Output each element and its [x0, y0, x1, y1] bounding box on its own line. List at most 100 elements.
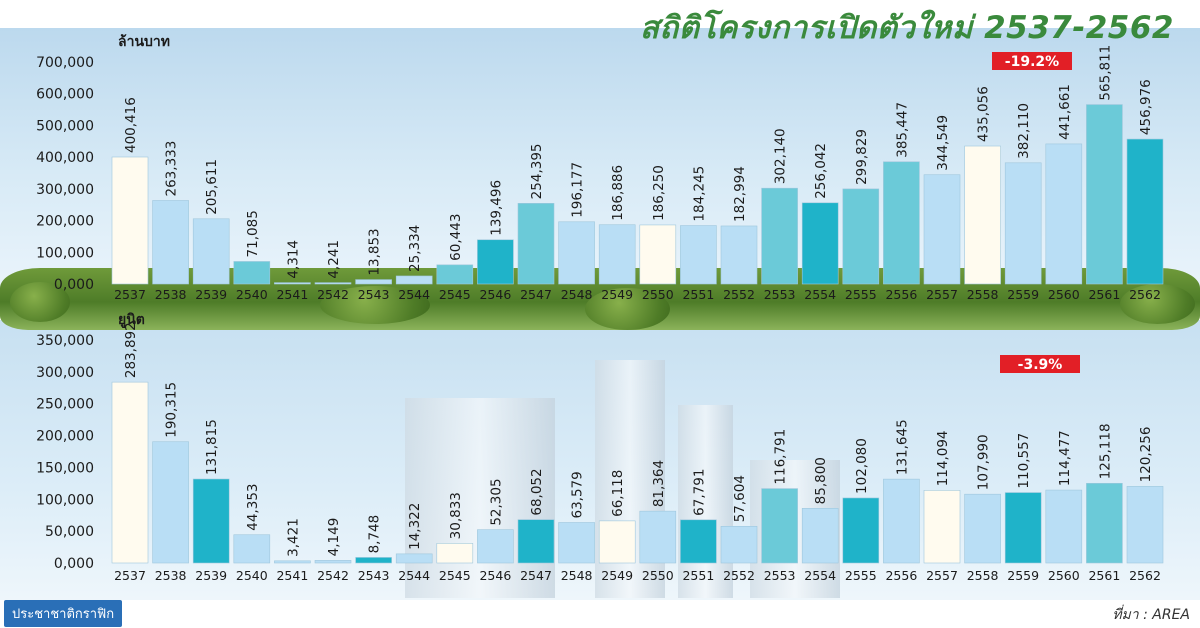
- category-label: 2543: [358, 287, 390, 302]
- bar: [233, 261, 271, 285]
- value-label: 184,245: [691, 166, 707, 222]
- value-label: 68,052: [529, 468, 545, 515]
- value-label: 182,994: [732, 166, 748, 222]
- value-label: 13,853: [367, 228, 383, 275]
- bar: [436, 543, 474, 564]
- category-label: 2542: [317, 568, 349, 583]
- category-label: 2559: [1007, 568, 1039, 583]
- bar: [842, 188, 880, 285]
- change-badge-bg: [1000, 355, 1080, 373]
- bar: [314, 560, 352, 564]
- category-label: 2558: [967, 287, 999, 302]
- category-label: 2543: [358, 568, 390, 583]
- y-tick-label: 150,000: [36, 460, 94, 476]
- value-label: 456,976: [1138, 79, 1154, 135]
- category-label: 2542: [317, 287, 349, 302]
- value-label: 66,118: [610, 470, 626, 517]
- value-label: 3,421: [285, 518, 301, 557]
- bar: [883, 161, 920, 285]
- bar: [111, 156, 149, 285]
- tree-illustration: [320, 286, 430, 324]
- category-label: 2551: [682, 287, 714, 302]
- bar: [517, 519, 555, 564]
- bar: [1004, 492, 1042, 564]
- category-label: 2552: [723, 287, 755, 302]
- value-label: 139,496: [488, 180, 504, 236]
- bar: [842, 497, 880, 564]
- category-label: 2537: [114, 568, 146, 583]
- category-label: 2545: [439, 568, 471, 583]
- value-label: 196,177: [570, 162, 586, 218]
- change-badge: -3.9%: [1018, 357, 1063, 373]
- bar: [1126, 138, 1164, 285]
- category-label: 2544: [398, 568, 430, 583]
- y-tick-label: 100,000: [36, 492, 94, 508]
- category-label: 2558: [967, 568, 999, 583]
- bar: [314, 282, 352, 285]
- building-illustration: [678, 405, 733, 598]
- category-label: 2554: [804, 568, 836, 583]
- category-label: 2547: [520, 568, 552, 583]
- bar: [517, 203, 555, 285]
- bar: [558, 221, 595, 285]
- category-label: 2544: [398, 287, 430, 302]
- value-label: 186,250: [651, 165, 667, 221]
- category-label: 2561: [1088, 568, 1120, 583]
- bar: [558, 522, 595, 564]
- category-label: 2550: [642, 568, 674, 583]
- bar: [801, 508, 839, 564]
- y-tick-label: 50,000: [45, 524, 94, 540]
- y-tick-label: 250,000: [36, 397, 94, 413]
- value-label: 60,443: [448, 214, 464, 261]
- value-label: 4,241: [326, 240, 342, 279]
- value-label: 116,791: [773, 429, 789, 485]
- category-label: 2551: [682, 568, 714, 583]
- bar: [883, 478, 920, 564]
- value-label: 102,080: [854, 438, 870, 494]
- value-label: 254,395: [529, 143, 545, 199]
- category-label: 2561: [1088, 287, 1120, 302]
- value-label: 114,477: [1057, 430, 1073, 486]
- value-label: 400,416: [123, 97, 139, 153]
- category-label: 2537: [114, 287, 146, 302]
- value-label: 441,661: [1057, 84, 1073, 140]
- category-label: 2541: [276, 287, 308, 302]
- value-label: 565,811: [1097, 45, 1113, 101]
- value-label: 382,110: [1016, 103, 1032, 159]
- bar: [1045, 143, 1083, 285]
- category-label: 2548: [561, 568, 593, 583]
- value-label: 385,447: [894, 102, 910, 158]
- bar: [1004, 162, 1042, 285]
- value-label: 110,557: [1016, 433, 1032, 489]
- change-badge: -19.2%: [1005, 54, 1059, 70]
- category-label: 2556: [885, 287, 917, 302]
- category-label: 2550: [642, 287, 674, 302]
- category-label: 2538: [155, 287, 187, 302]
- value-label: 344,549: [935, 115, 951, 171]
- category-label: 2556: [885, 568, 917, 583]
- bar: [1126, 486, 1164, 564]
- y-tick-label: 200,000: [36, 214, 94, 230]
- category-label: 2560: [1048, 287, 1080, 302]
- category-label: 2540: [236, 568, 268, 583]
- category-label: 2552: [723, 568, 755, 583]
- bar: [1086, 104, 1123, 285]
- y-tick-label: 600,000: [36, 87, 94, 103]
- value-label: 81,364: [651, 460, 667, 507]
- bar: [355, 279, 392, 285]
- category-label: 2557: [926, 287, 958, 302]
- bar: [395, 553, 433, 564]
- category-label: 2546: [479, 568, 511, 583]
- bar: [598, 224, 636, 285]
- change-badge-bg: [992, 52, 1072, 70]
- value-label: 299,829: [854, 129, 870, 185]
- value-label: 8,748: [367, 515, 383, 554]
- value-label: 85,800: [813, 457, 829, 504]
- bar: [801, 202, 839, 285]
- value-label: 125,118: [1097, 423, 1113, 479]
- bar: [477, 239, 514, 285]
- value-label: 190,315: [164, 382, 180, 438]
- publisher-credit: ประชาชาติกราฟิก: [4, 600, 123, 627]
- value-label: 302,140: [773, 128, 789, 184]
